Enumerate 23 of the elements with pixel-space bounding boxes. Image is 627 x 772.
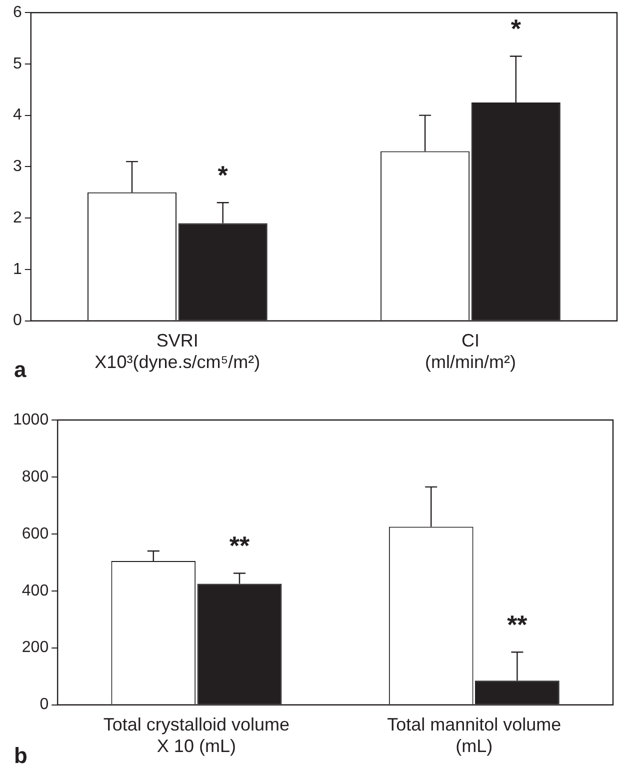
text: b <box>14 743 28 768</box>
y-tick-label: 1000 <box>13 411 49 428</box>
annotation: ** <box>507 609 528 640</box>
y-tick-label: 400 <box>22 582 49 600</box>
y-tick-label: 600 <box>22 525 49 542</box>
x-tick-label: SVRI X10³(dyne.s/cm⁵/m²) <box>94 330 260 372</box>
y-tick-label: 6 <box>12 4 22 22</box>
y-tick-label: 800 <box>22 468 49 486</box>
annotation: * <box>510 13 522 44</box>
y-tick-label: 1 <box>12 260 22 278</box>
y-tick-label: 4 <box>12 106 22 124</box>
y-tick-label: 0 <box>40 696 49 714</box>
x-tick-label: CI (ml/min/m²) <box>424 330 516 372</box>
y-tick-label: 5 <box>12 55 22 72</box>
y-tick-label: 2 <box>12 209 22 226</box>
x-tick-label: Total mannitol volume (mL) <box>387 714 562 756</box>
x-tick-label: Total crystalloid volume X 10 (mL) <box>103 714 290 756</box>
y-tick-label: 3 <box>12 158 22 176</box>
text: a <box>14 357 27 382</box>
y-tick-label: 0 <box>12 312 22 330</box>
y-tick-label: 200 <box>22 639 49 656</box>
annotation: ** <box>229 530 250 560</box>
annotation: * <box>218 160 229 190</box>
